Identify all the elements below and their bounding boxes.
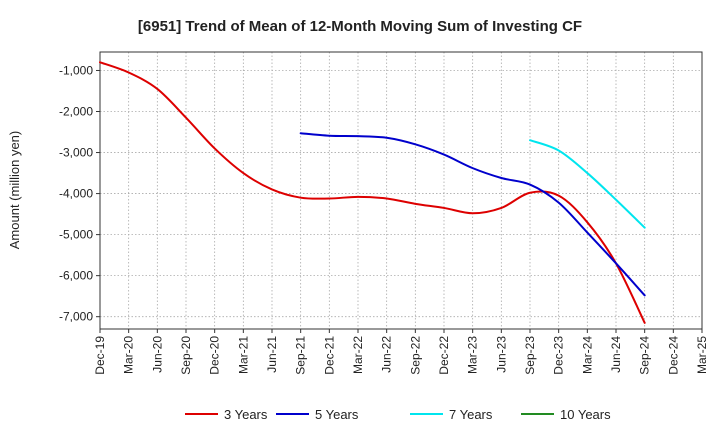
legend-label-7-years: 7 Years (449, 407, 493, 422)
x-tick-label: Sep-21 (294, 336, 308, 375)
x-tick-label: Jun-23 (494, 336, 508, 373)
x-axis: Dec-19 Mar-20 Jun-20 Sep-20 Dec-20 Mar-21 Jun-… (93, 329, 709, 375)
y-tick-label: -7,000 (59, 310, 93, 324)
x-tick-label: Jun-20 (150, 336, 164, 373)
series-line-3-years (99, 61, 646, 324)
series-line-5-years (299, 132, 646, 297)
chart-title: [6951] Trend of Mean of 12-Month Moving … (138, 18, 582, 35)
grid-layer (99, 52, 703, 329)
legend-label-3-years: 3 Years (224, 407, 268, 422)
legend-label-5-years: 5 Years (315, 407, 359, 422)
y-axis-label: Amount (million yen) (7, 131, 22, 250)
x-tick-label: Sep-24 (638, 336, 652, 375)
x-tick-label: Dec-23 (552, 336, 566, 375)
x-tick-label: Mar-24 (580, 336, 594, 374)
x-tick-label: Mar-20 (122, 336, 136, 374)
y-tick-label: -6,000 (59, 269, 93, 283)
legend: 3 Years 5 Years 7 Years 10 Years (185, 407, 611, 422)
x-tick-label: Sep-20 (179, 336, 193, 375)
x-tick-label: Mar-21 (236, 336, 250, 374)
series-layer (99, 61, 646, 324)
y-tick-label: -5,000 (59, 228, 93, 242)
series-line-7-years (529, 139, 646, 229)
x-tick-label: Dec-20 (208, 336, 222, 375)
x-tick-label: Dec-21 (322, 336, 336, 375)
x-tick-label: Sep-23 (523, 336, 537, 375)
x-tick-label: Dec-22 (437, 336, 451, 375)
legend-label-10-years: 10 Years (560, 407, 611, 422)
x-tick-label: Mar-23 (466, 336, 480, 374)
x-tick-label: Dec-19 (93, 336, 107, 375)
plot-area-frame (99, 51, 703, 330)
y-tick-label: -3,000 (59, 146, 93, 160)
x-tick-label: Jun-22 (380, 336, 394, 373)
x-tick-label: Mar-22 (351, 336, 365, 374)
y-tick-label: -4,000 (59, 187, 93, 201)
y-axis: -1,000 -2,000 -3,000 -4,000 -5,000 -6,000 -7,0… (59, 63, 100, 324)
x-tick-label: Dec-24 (666, 336, 680, 375)
x-tick-label: Jun-21 (265, 336, 279, 373)
x-tick-label: Jun-24 (609, 336, 623, 373)
y-tick-label: -1,000 (59, 63, 93, 77)
y-tick-label: -2,000 (59, 105, 93, 119)
x-tick-label: Mar-25 (695, 336, 709, 374)
x-tick-label: Sep-22 (408, 336, 422, 375)
